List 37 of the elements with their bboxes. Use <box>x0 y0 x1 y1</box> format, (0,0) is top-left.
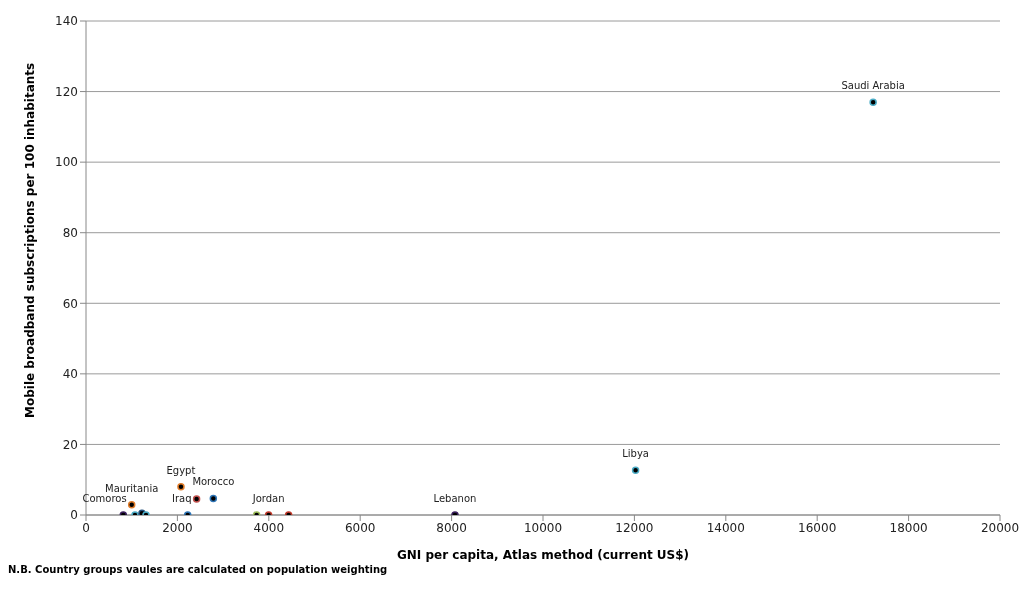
annotation: Saudi Arabia <box>841 80 905 92</box>
y-tick-label: 40 <box>62 367 78 382</box>
y-tick-label: 60 <box>62 296 78 311</box>
x-tick-label: 16000 <box>798 520 837 535</box>
x-tick-label: 14000 <box>706 520 745 535</box>
annotation: Morocco <box>192 476 235 488</box>
annotation: Lebanon <box>433 493 477 504</box>
x-tick-label: 12000 <box>615 520 654 535</box>
text: N.B. Country groups vaules are calculated on population weighting <box>8 564 389 575</box>
annotation: Libya <box>622 448 649 460</box>
x-tick-label: 2000 <box>162 520 193 535</box>
point <box>209 494 218 503</box>
point <box>192 495 201 503</box>
x-tick-label: 18000 <box>889 520 928 535</box>
x-tick-label: 0 <box>82 520 90 535</box>
x-tick-label: 8000 <box>436 520 467 535</box>
y-axis-title: Mobile broadband subscriptions per 100 inhabitants <box>23 62 38 418</box>
point <box>127 501 136 509</box>
point <box>177 483 185 491</box>
x-tick-label: 10000 <box>523 520 563 535</box>
x-tick-label: 6000 <box>344 520 376 535</box>
x-tick-label: 4000 <box>253 520 285 535</box>
y-tick-label: 0 <box>70 508 78 523</box>
y-tick-label: 20 <box>62 437 78 452</box>
y-tick-label: 140 <box>55 14 78 29</box>
y-tick-label: 80 <box>62 225 78 240</box>
annotation: Jordan <box>251 493 285 504</box>
x-axis-title: GNI per capita, Atlas method (current US$) <box>396 548 690 562</box>
x-tick-label: 20000 <box>980 520 1020 535</box>
y-tick-label: 100 <box>55 155 78 170</box>
point <box>631 466 640 474</box>
point <box>869 98 877 106</box>
annotation: Comoros <box>82 493 127 504</box>
annotation: Iraq <box>172 493 192 504</box>
annotation: Mauritania <box>105 482 159 494</box>
annotation: Egypt <box>166 464 196 476</box>
y-tick-label: 120 <box>55 84 78 99</box>
